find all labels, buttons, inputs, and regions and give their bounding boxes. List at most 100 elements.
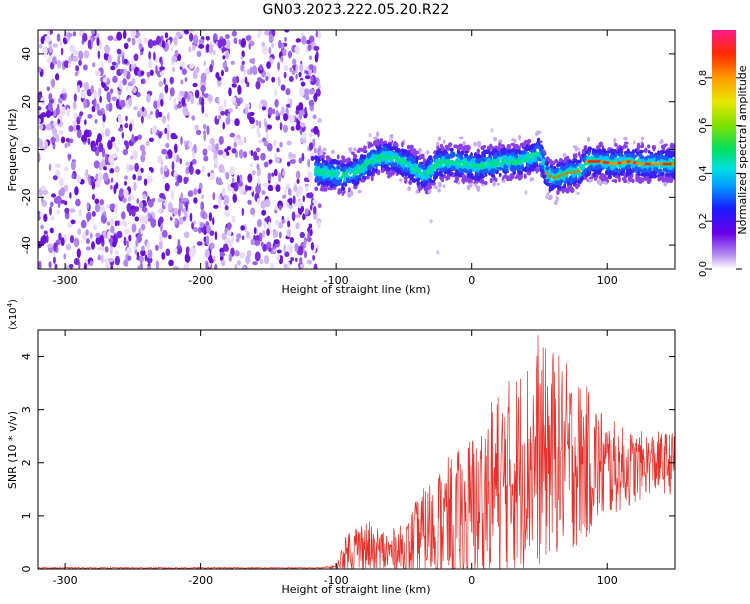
signal-dot xyxy=(375,163,378,169)
signal-dot xyxy=(337,180,341,187)
signal-dot xyxy=(506,143,512,150)
signal-dot xyxy=(446,174,451,180)
outlier-dot xyxy=(490,128,494,133)
signal-dot xyxy=(481,181,486,184)
noise-dot xyxy=(230,182,236,188)
noise-dot xyxy=(146,113,152,120)
noise-dot xyxy=(225,151,230,156)
noise-dot xyxy=(317,203,322,209)
noise-dot xyxy=(317,220,321,229)
noise-dot xyxy=(303,239,307,248)
noise-dot xyxy=(161,229,168,238)
noise-dot xyxy=(271,172,275,177)
noise-dot xyxy=(70,219,76,225)
signal-dot xyxy=(494,163,499,167)
signal-peak-dot xyxy=(593,160,598,163)
outlier-dot xyxy=(524,190,528,195)
noise-dot xyxy=(168,234,172,240)
signal-dot xyxy=(498,142,502,147)
noise-dot xyxy=(109,203,115,210)
noise-dot xyxy=(143,205,147,213)
noise-dot xyxy=(152,197,156,203)
signal-dot xyxy=(437,154,441,158)
signal-dot xyxy=(348,178,352,183)
noise-dot xyxy=(214,231,218,241)
noise-dot xyxy=(163,77,166,85)
signal-dot xyxy=(622,169,626,174)
noise-dot xyxy=(97,246,103,251)
noise-dot xyxy=(55,133,60,143)
noise-dot xyxy=(60,187,65,197)
signal-peak-dot xyxy=(662,162,667,166)
noise-dot xyxy=(185,246,190,255)
noise-dot xyxy=(267,107,274,116)
noise-dot xyxy=(233,141,237,148)
signal-dot xyxy=(523,157,527,162)
signal-dot xyxy=(563,183,567,189)
noise-dot xyxy=(158,239,163,250)
signal-dot xyxy=(532,156,538,163)
noise-dot xyxy=(136,170,142,176)
noise-dot xyxy=(220,259,226,267)
signal-dot xyxy=(641,142,645,148)
noise-dot xyxy=(91,241,95,250)
noise-dot xyxy=(147,265,152,269)
snr-y-tick-label: 0 xyxy=(20,566,33,573)
noise-dot xyxy=(97,50,101,60)
noise-dot xyxy=(173,143,178,154)
signal-dot xyxy=(661,175,665,182)
noise-dot xyxy=(153,51,156,61)
noise-dot xyxy=(94,198,100,205)
signal-dot xyxy=(319,162,324,169)
noise-dot xyxy=(175,31,182,38)
noise-dot xyxy=(247,173,253,183)
signal-dot xyxy=(497,145,502,152)
noise-dot xyxy=(231,96,237,104)
snr-frame xyxy=(37,329,676,570)
noise-dot xyxy=(215,143,219,152)
noise-dot xyxy=(112,75,118,84)
noise-dot xyxy=(283,64,289,72)
signal-dot xyxy=(635,174,640,181)
noise-dot xyxy=(139,215,146,224)
signal-dot xyxy=(660,144,665,150)
noise-dot xyxy=(241,207,245,216)
noise-dot xyxy=(168,95,173,101)
noise-dot xyxy=(231,215,236,224)
signal-peak-dot xyxy=(623,160,628,164)
noise-dot xyxy=(147,39,154,49)
noise-dot xyxy=(257,177,261,186)
noise-dot xyxy=(85,238,90,245)
noise-dot xyxy=(126,102,129,108)
signal-dot xyxy=(482,163,485,170)
noise-dot xyxy=(99,40,103,51)
noise-dot xyxy=(42,189,49,196)
noise-dot xyxy=(307,231,311,239)
signal-dot xyxy=(436,141,440,146)
noise-dot xyxy=(177,174,183,184)
signal-dot xyxy=(545,195,549,199)
signal-dot xyxy=(458,167,463,174)
noise-dot xyxy=(140,167,144,174)
noise-dot xyxy=(298,71,302,78)
noise-dot xyxy=(187,190,193,197)
noise-dot xyxy=(233,37,238,45)
noise-dot xyxy=(217,149,224,156)
noise-dot xyxy=(57,97,63,104)
signal-dot xyxy=(316,155,321,162)
noise-dot xyxy=(209,242,215,250)
noise-dot xyxy=(172,66,175,73)
noise-dot xyxy=(90,85,95,94)
noise-dot xyxy=(109,88,114,94)
noise-dot xyxy=(133,106,138,111)
noise-dot xyxy=(298,157,303,164)
noise-dot xyxy=(277,76,281,87)
noise-dot xyxy=(40,112,47,118)
noise-dot xyxy=(290,153,297,158)
noise-dot xyxy=(68,263,74,269)
noise-dot xyxy=(85,246,91,251)
signal-dot xyxy=(605,157,608,162)
noise-dot xyxy=(122,220,127,226)
noise-dot xyxy=(297,186,302,196)
noise-dot xyxy=(82,32,88,43)
